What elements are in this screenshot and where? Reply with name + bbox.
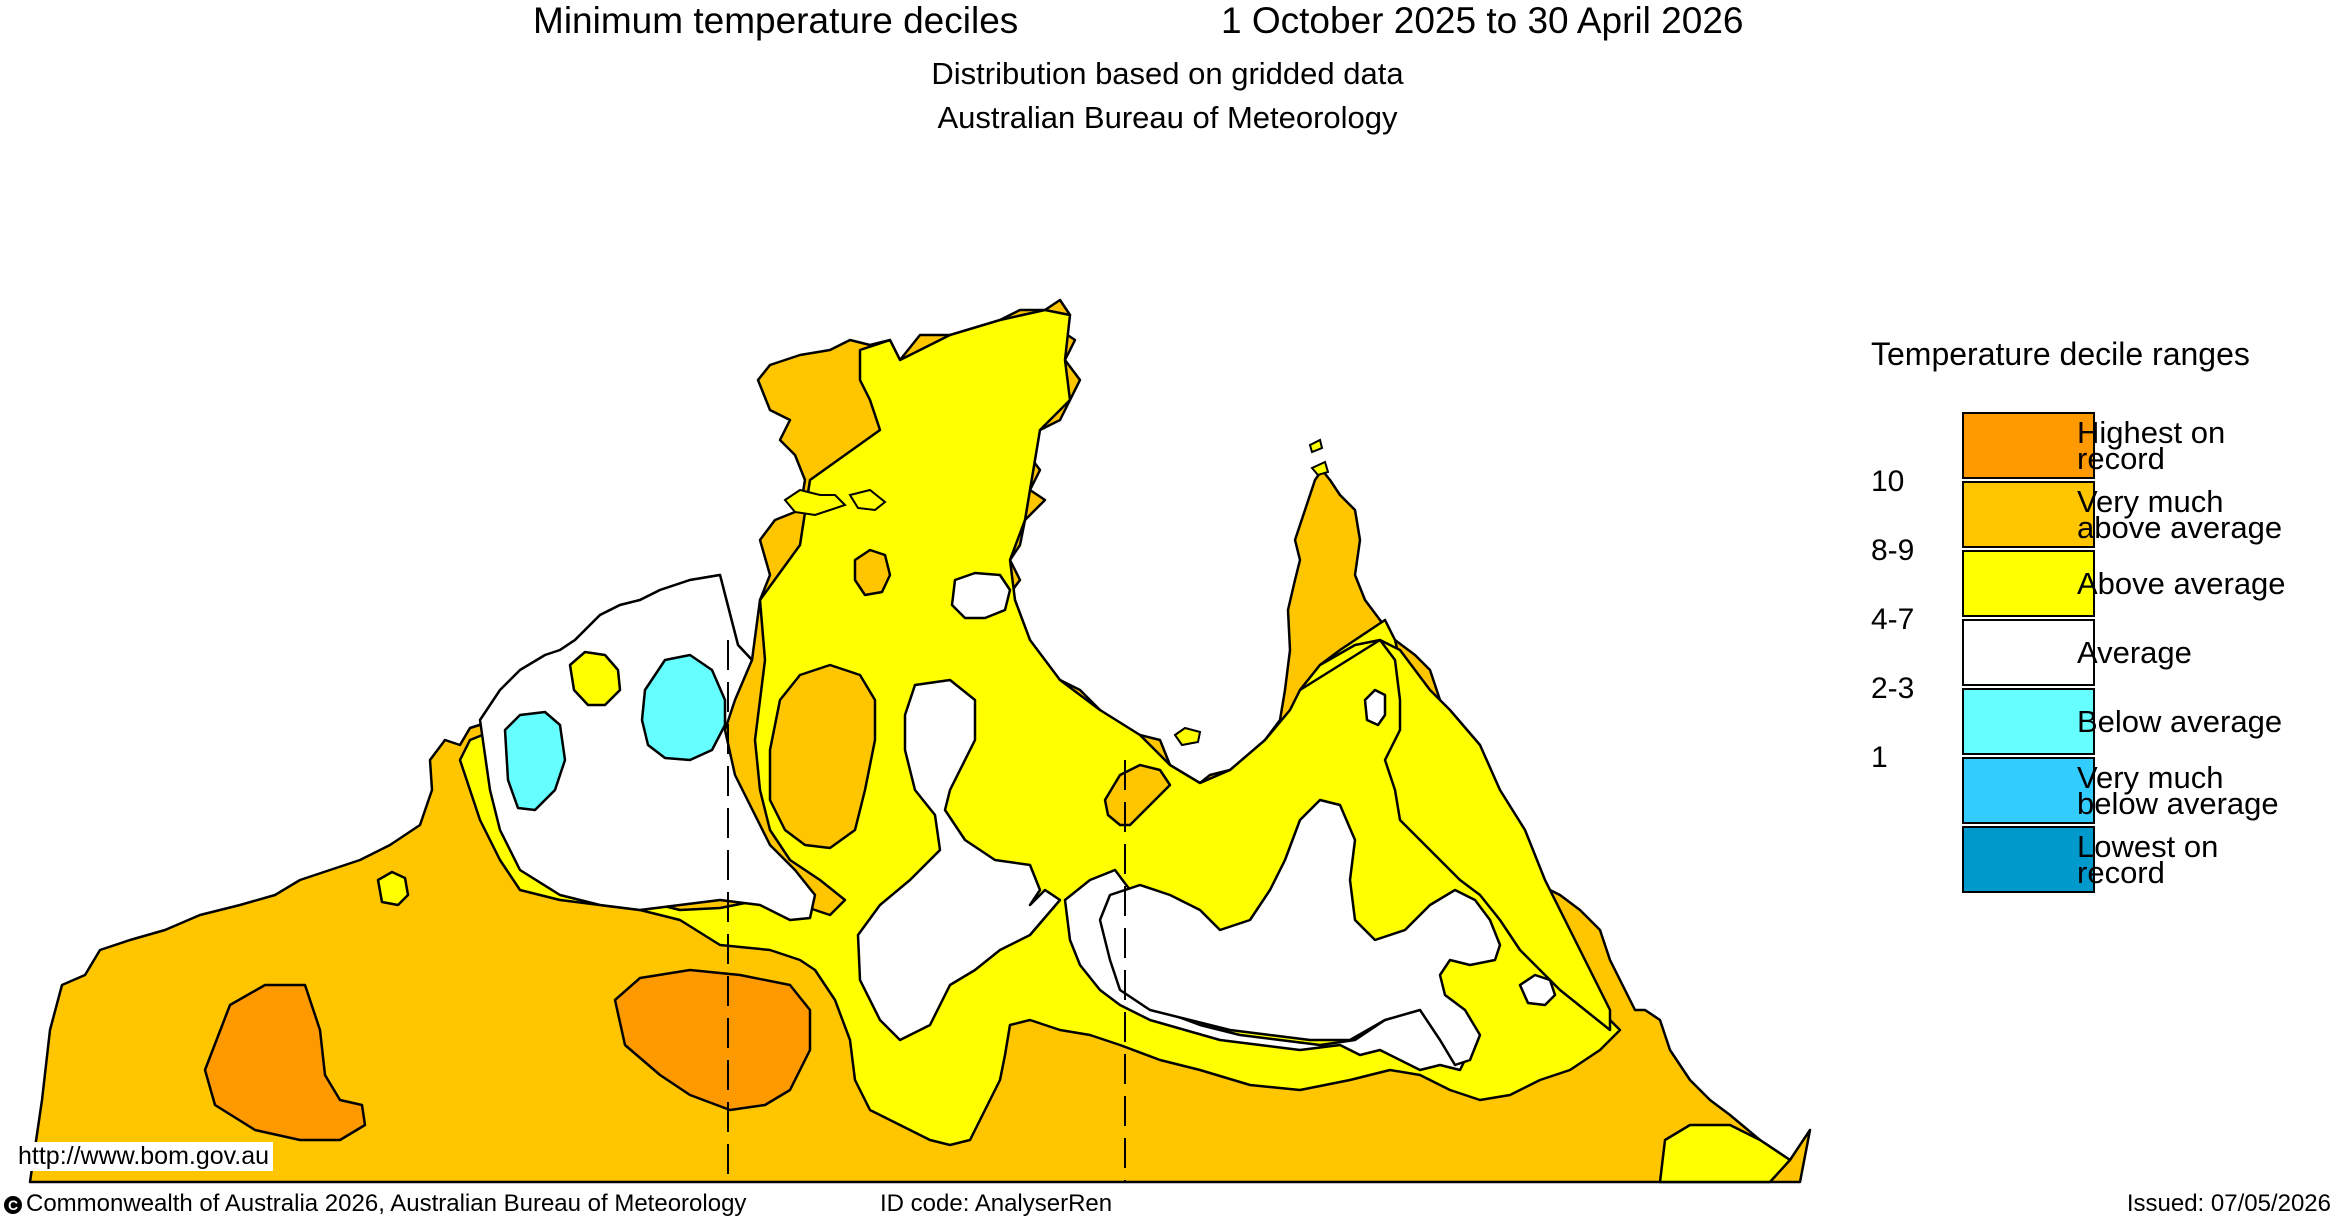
average-region-qld-cape bbox=[1363, 688, 1387, 727]
legend-decile: 4-7 bbox=[1871, 603, 1915, 636]
map-period: 1 October 2025 to 30 April 2026 bbox=[1221, 0, 1744, 41]
footer-id-code: ID code: AnalyserRen bbox=[880, 1190, 1113, 1217]
legend-label-line1: Lowest on bbox=[2077, 829, 2219, 864]
island-tiwi bbox=[783, 488, 847, 517]
legend-label: Average bbox=[2077, 635, 2192, 670]
island-groote bbox=[1173, 726, 1202, 747]
legend-label-line2: record bbox=[2077, 855, 2165, 890]
below-average-region-west bbox=[503, 710, 567, 812]
map-subtitle-2: Australian Bureau of Meteorology bbox=[937, 100, 1398, 135]
island-torres-2 bbox=[1310, 460, 1330, 477]
legend-label: Very much above average bbox=[2077, 484, 2283, 545]
above-average-blob-wa bbox=[376, 870, 410, 907]
legend-label-line1: Very much bbox=[2077, 484, 2224, 519]
highest-on-record-region-wa bbox=[203, 983, 367, 1142]
legend-swatch bbox=[1962, 826, 2095, 893]
average-region-nt-north bbox=[950, 571, 1012, 620]
legend-label: Very much below average bbox=[2077, 760, 2279, 821]
legend-label: Lowest on record bbox=[2077, 829, 2219, 890]
legend-label: Highest on record bbox=[2077, 415, 2226, 476]
legend-swatch bbox=[1962, 481, 2095, 548]
very-much-above-blob-nt-north bbox=[853, 548, 892, 597]
above-average-region-south bbox=[1658, 1123, 1792, 1184]
average-region-qld-centre bbox=[1098, 798, 1502, 1067]
footer-copyright: C Commonwealth of Australia 2026, Austral… bbox=[4, 1190, 746, 1218]
above-average-region-qld bbox=[1298, 638, 1612, 1032]
legend-title: Temperature decile ranges bbox=[1871, 336, 2250, 372]
legend-label-line2: above average bbox=[2077, 510, 2283, 545]
legend-label-line1: Very much bbox=[2077, 760, 2224, 795]
island-torres-1 bbox=[1308, 438, 1324, 454]
legend-swatch bbox=[1962, 757, 2095, 824]
below-average-region-east bbox=[640, 653, 727, 762]
legend-label-line1: Highest on bbox=[2077, 415, 2226, 450]
copyright-text: Commonwealth of Australia 2026, Australi… bbox=[26, 1190, 747, 1217]
legend-swatch bbox=[1962, 412, 2095, 479]
legend-label-line1: Below average bbox=[2077, 704, 2283, 739]
legend-decile: 10 bbox=[1871, 465, 1905, 498]
legend-label: Above average bbox=[2077, 566, 2286, 601]
legend-swatch bbox=[1962, 619, 2095, 686]
very-much-above-blob-gulf bbox=[1103, 763, 1172, 827]
average-region-kimberley bbox=[478, 573, 817, 922]
map-title: Minimum temperature deciles bbox=[533, 0, 1019, 41]
legend-label: Below average bbox=[2077, 704, 2283, 739]
legend-swatch bbox=[1962, 688, 2095, 755]
copyright-icon: C bbox=[4, 1196, 22, 1214]
legend-decile: 8-9 bbox=[1871, 534, 1915, 567]
island-tiwi-2 bbox=[848, 488, 887, 512]
average-region-nt-centre bbox=[856, 678, 1062, 1042]
legend-label-line2: record bbox=[2077, 441, 2165, 476]
footer-issued: Issued: 07/05/2026 bbox=[2126, 1190, 2331, 1217]
very-much-above-blob-nt bbox=[768, 663, 877, 850]
above-average-blob-kimberley bbox=[568, 650, 622, 707]
legend-decile: 1 bbox=[1871, 741, 1888, 774]
highest-on-record-region-central bbox=[613, 968, 812, 1112]
average-region-qld-small bbox=[1518, 973, 1557, 1007]
legend-swatch bbox=[1962, 550, 2095, 617]
legend-label-line1: Above average bbox=[2077, 566, 2286, 601]
legend-label-line2: below average bbox=[2077, 786, 2279, 821]
map-subtitle-1: Distribution based on gridded data bbox=[931, 56, 1404, 91]
legend-label-line1: Average bbox=[2077, 635, 2192, 670]
bom-url-link[interactable]: http://www.bom.gov.au bbox=[14, 1142, 274, 1171]
legend-decile: 2-3 bbox=[1871, 672, 1915, 705]
